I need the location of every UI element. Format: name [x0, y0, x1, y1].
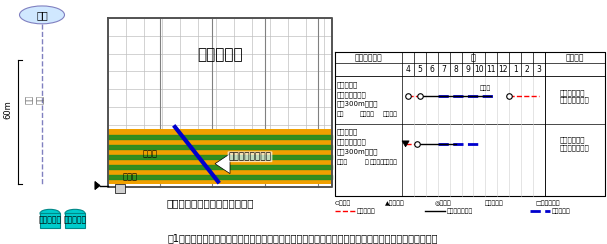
Text: 液肥混入器: 液肥混入器	[64, 216, 87, 225]
Text: 慣行雨よけ: 慣行雨よけ	[337, 129, 358, 135]
Bar	[115, 183, 125, 193]
Text: 定植: 定植	[337, 111, 345, 117]
Text: 1: 1	[513, 65, 518, 74]
Polygon shape	[95, 182, 100, 190]
Polygon shape	[402, 141, 409, 147]
Text: ：育苗期間: ：育苗期間	[357, 209, 376, 214]
Text: 品種主要: 品種主要	[566, 53, 585, 62]
Text: 水源: 水源	[36, 10, 48, 20]
Text: 60m: 60m	[4, 100, 13, 119]
Text: 月: 月	[471, 53, 476, 62]
Bar	[0, 0, 340, 242]
Text: 7: 7	[441, 65, 446, 74]
Text: 傾斜地対応型養液供給システム: 傾斜地対応型養液供給システム	[166, 198, 254, 208]
Text: 4: 4	[405, 65, 410, 74]
Text: 収穫終了: 収穫終了	[383, 159, 398, 164]
Text: 桃太郎エイト
桃太郎ファイト: 桃太郎エイト 桃太郎ファイト	[560, 137, 590, 151]
Text: 作型（地域）: 作型（地域）	[354, 53, 382, 62]
Text: ◎：定植: ◎：定植	[435, 201, 452, 206]
Text: 収穫終了: 収穫終了	[383, 111, 398, 117]
Bar	[40, 213, 60, 228]
Text: 収穫開始: 収穫開始	[360, 111, 375, 117]
Text: ▲：接ぎ木: ▲：接ぎ木	[385, 201, 405, 206]
Text: 8: 8	[453, 65, 458, 74]
Text: ＃: ＃	[365, 159, 368, 164]
Text: 10: 10	[475, 65, 484, 74]
Polygon shape	[215, 154, 230, 174]
Text: （中山間傾斜地: （中山間傾斜地	[337, 91, 367, 98]
Ellipse shape	[65, 209, 85, 217]
Text: 図1．傾斜ハウス及び傾斜地対応型養液供給システムの概要と中山間傾斜地夏秋トマト栽培の基本作型: 図1．傾斜ハウス及び傾斜地対応型養液供給システムの概要と中山間傾斜地夏秋トマト栽…	[168, 233, 438, 243]
Text: O：播種: O：播種	[335, 201, 351, 206]
Text: 11: 11	[487, 65, 496, 74]
Text: （中山間傾斜地: （中山間傾斜地	[337, 139, 367, 145]
Text: 肥料タンク: 肥料タンク	[38, 216, 61, 225]
Polygon shape	[95, 182, 100, 190]
Text: 収穫開始: 収穫開始	[370, 159, 385, 164]
Text: 5: 5	[418, 65, 422, 74]
Text: 6: 6	[429, 65, 434, 74]
Text: 停止圧付点滴資材: 停止圧付点滴資材	[228, 152, 271, 161]
Text: 傾斜
給水: 傾斜 給水	[25, 95, 45, 104]
Text: 桃太郎エイト
桃太郎ファイト: 桃太郎エイト 桃太郎ファイト	[560, 89, 590, 103]
Text: □：加温開始: □：加温開始	[535, 201, 560, 206]
Ellipse shape	[40, 209, 60, 217]
Text: （ロ）: （ロ）	[480, 85, 491, 91]
Text: 9: 9	[465, 65, 470, 74]
Text: ＃：雨上げ: ＃：雨上げ	[485, 201, 504, 206]
Text: 電磁弁: 電磁弁	[123, 172, 138, 181]
Text: 2: 2	[524, 65, 529, 74]
Text: 逆止弁: 逆止弁	[143, 149, 157, 158]
Bar	[65, 213, 85, 228]
Text: 3: 3	[537, 65, 541, 74]
Text: 標高300m以上）: 標高300m以上）	[337, 149, 379, 155]
Text: ：収穫期間: ：収穫期間	[552, 209, 571, 214]
Text: 傾斜ハウス: 傾斜ハウス	[197, 47, 243, 62]
Text: 12: 12	[498, 65, 508, 74]
Text: 苗業者: 苗業者	[337, 159, 348, 164]
Text: ハウス養液: ハウス養液	[337, 81, 358, 88]
Ellipse shape	[19, 6, 64, 24]
Polygon shape	[108, 129, 332, 183]
Text: 標高300m以上）: 標高300m以上）	[337, 101, 379, 107]
Text: ：本圃育成期間: ：本圃育成期間	[447, 209, 473, 214]
